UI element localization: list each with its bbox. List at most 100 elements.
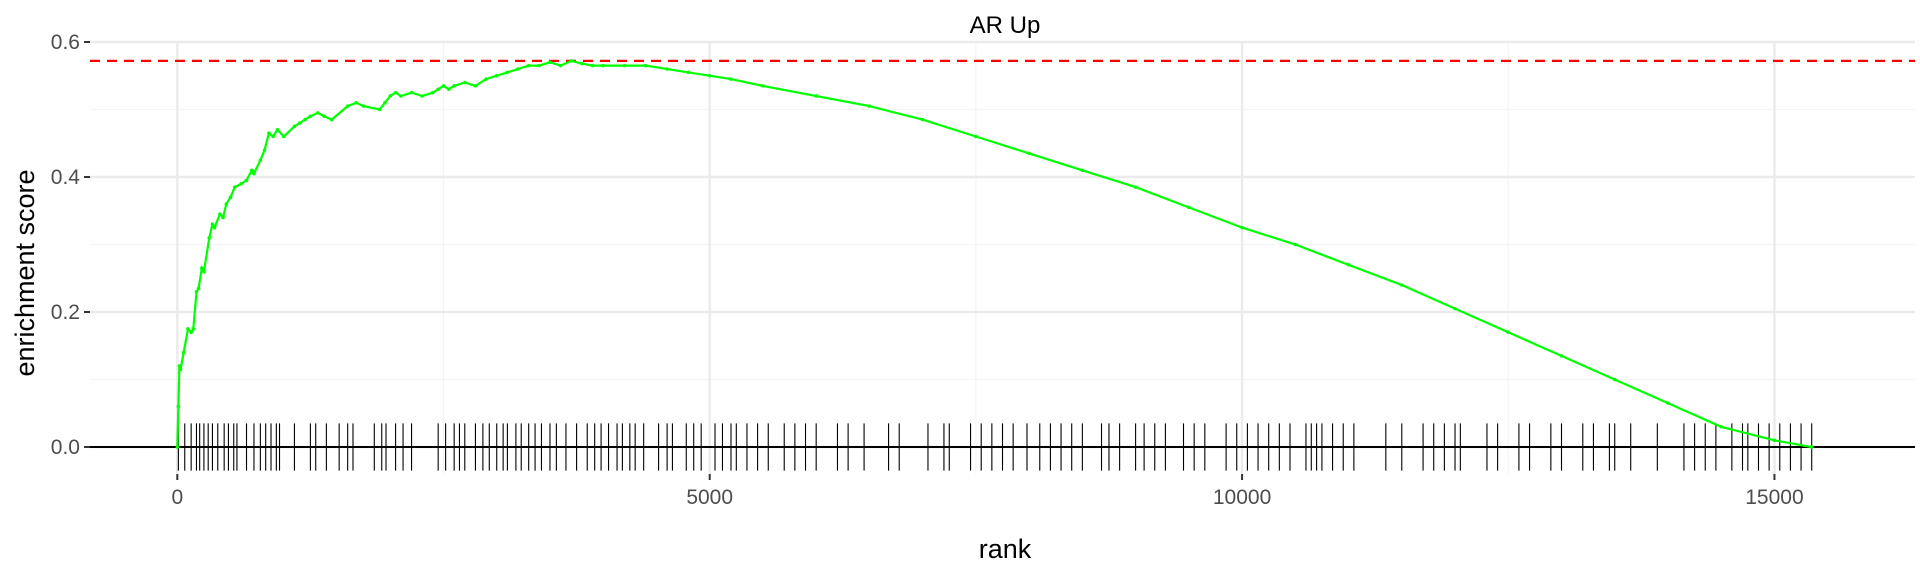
curve-point xyxy=(377,107,382,112)
curve-point xyxy=(399,94,403,98)
curve-point xyxy=(1809,445,1814,449)
curve-point xyxy=(1772,438,1777,443)
curve-point xyxy=(447,87,451,92)
curve-point xyxy=(176,404,181,409)
curve-point xyxy=(729,77,733,81)
curve-point xyxy=(548,60,552,65)
curve-point xyxy=(262,148,267,152)
curve-point xyxy=(281,134,286,139)
curve-point xyxy=(974,134,978,139)
curve-point xyxy=(228,195,233,200)
curve-point xyxy=(1399,283,1404,287)
curve-point xyxy=(202,269,206,274)
x-axis-title: rank xyxy=(979,534,1032,564)
curve-point xyxy=(867,104,872,108)
curve-point xyxy=(207,235,212,240)
curve-point xyxy=(308,114,313,119)
curve-point xyxy=(1453,306,1457,311)
curve-point xyxy=(186,327,190,331)
curve-point xyxy=(436,87,440,92)
x-tick-label: 15000 xyxy=(1745,486,1803,509)
curve-point xyxy=(258,158,263,162)
curve-point xyxy=(1559,354,1564,358)
x-axis: 0 5000 10000 15000 xyxy=(171,474,1804,509)
curve-point xyxy=(224,202,229,206)
y-tick-label: 0.4 xyxy=(51,166,81,189)
curve-point xyxy=(473,84,478,88)
curve-point xyxy=(516,67,520,71)
curve-point xyxy=(622,63,627,68)
curve-point xyxy=(1293,242,1298,247)
curve-point xyxy=(580,61,584,66)
curve-point xyxy=(665,67,669,71)
x-tick-label: 10000 xyxy=(1213,486,1271,509)
curve-point xyxy=(707,73,712,78)
curve-point xyxy=(303,117,307,122)
curve-point xyxy=(297,121,302,125)
curve-point xyxy=(329,117,334,122)
curve-point xyxy=(686,70,691,75)
curve-point xyxy=(761,84,765,88)
curve-point xyxy=(1133,185,1138,189)
curve-point xyxy=(431,90,435,95)
curve-point xyxy=(1187,205,1191,210)
curve-point xyxy=(409,90,414,95)
enrichment-curve xyxy=(176,59,1812,449)
x-tick-label: 5000 xyxy=(686,486,733,509)
curve-point xyxy=(462,80,467,85)
curve-point xyxy=(194,289,199,294)
curve-point xyxy=(441,84,446,88)
curve-point xyxy=(388,94,393,98)
curve-point xyxy=(354,100,358,105)
curve-point xyxy=(252,171,256,176)
curve-point xyxy=(1666,401,1670,405)
curve-point xyxy=(271,134,275,139)
curve-point xyxy=(590,63,595,68)
curve-point xyxy=(267,131,271,135)
curve-point xyxy=(175,445,180,449)
curve-point xyxy=(221,215,225,220)
curve-point xyxy=(250,168,254,173)
curve-point xyxy=(558,63,563,68)
curve-point xyxy=(569,59,574,63)
curve-point xyxy=(383,100,387,105)
curve-point xyxy=(196,286,201,291)
curve-point xyxy=(537,63,542,68)
y-axis: 0.0 0.2 0.4 0.6 xyxy=(51,31,90,459)
curve-point xyxy=(420,94,425,98)
curve-point xyxy=(814,94,818,98)
curve-point xyxy=(212,225,217,230)
curve-point xyxy=(275,127,280,132)
curve-point xyxy=(452,84,456,88)
curve-point xyxy=(345,104,350,108)
curve-point xyxy=(239,181,243,186)
curve-point xyxy=(218,212,222,216)
curve-point xyxy=(322,114,327,119)
curve-point xyxy=(361,104,366,108)
curve-point xyxy=(292,124,297,129)
curve-point xyxy=(1346,262,1351,267)
curve-point xyxy=(1080,168,1085,173)
curve-point xyxy=(181,350,186,355)
curve-point xyxy=(210,222,215,227)
curve-point xyxy=(1612,377,1617,382)
curve-point xyxy=(199,266,204,270)
curve-point xyxy=(644,63,648,68)
y-tick-label: 0.2 xyxy=(51,301,80,324)
curve-point xyxy=(316,111,320,115)
y-tick-label: 0.0 xyxy=(51,436,80,459)
curve-point xyxy=(244,178,249,183)
curve-point xyxy=(189,330,193,335)
curve-point xyxy=(178,367,183,372)
curve-point xyxy=(920,117,925,122)
curve-point xyxy=(1240,225,1244,230)
curve-point xyxy=(233,185,237,189)
curve-point xyxy=(484,77,488,81)
curve-point xyxy=(494,73,499,78)
curve-point xyxy=(1719,424,1724,429)
curve-point xyxy=(505,70,510,75)
curve-point xyxy=(601,63,606,68)
curve-point xyxy=(526,63,531,68)
y-tick-label: 0.6 xyxy=(51,31,80,54)
x-tick-label: 0 xyxy=(171,486,183,509)
